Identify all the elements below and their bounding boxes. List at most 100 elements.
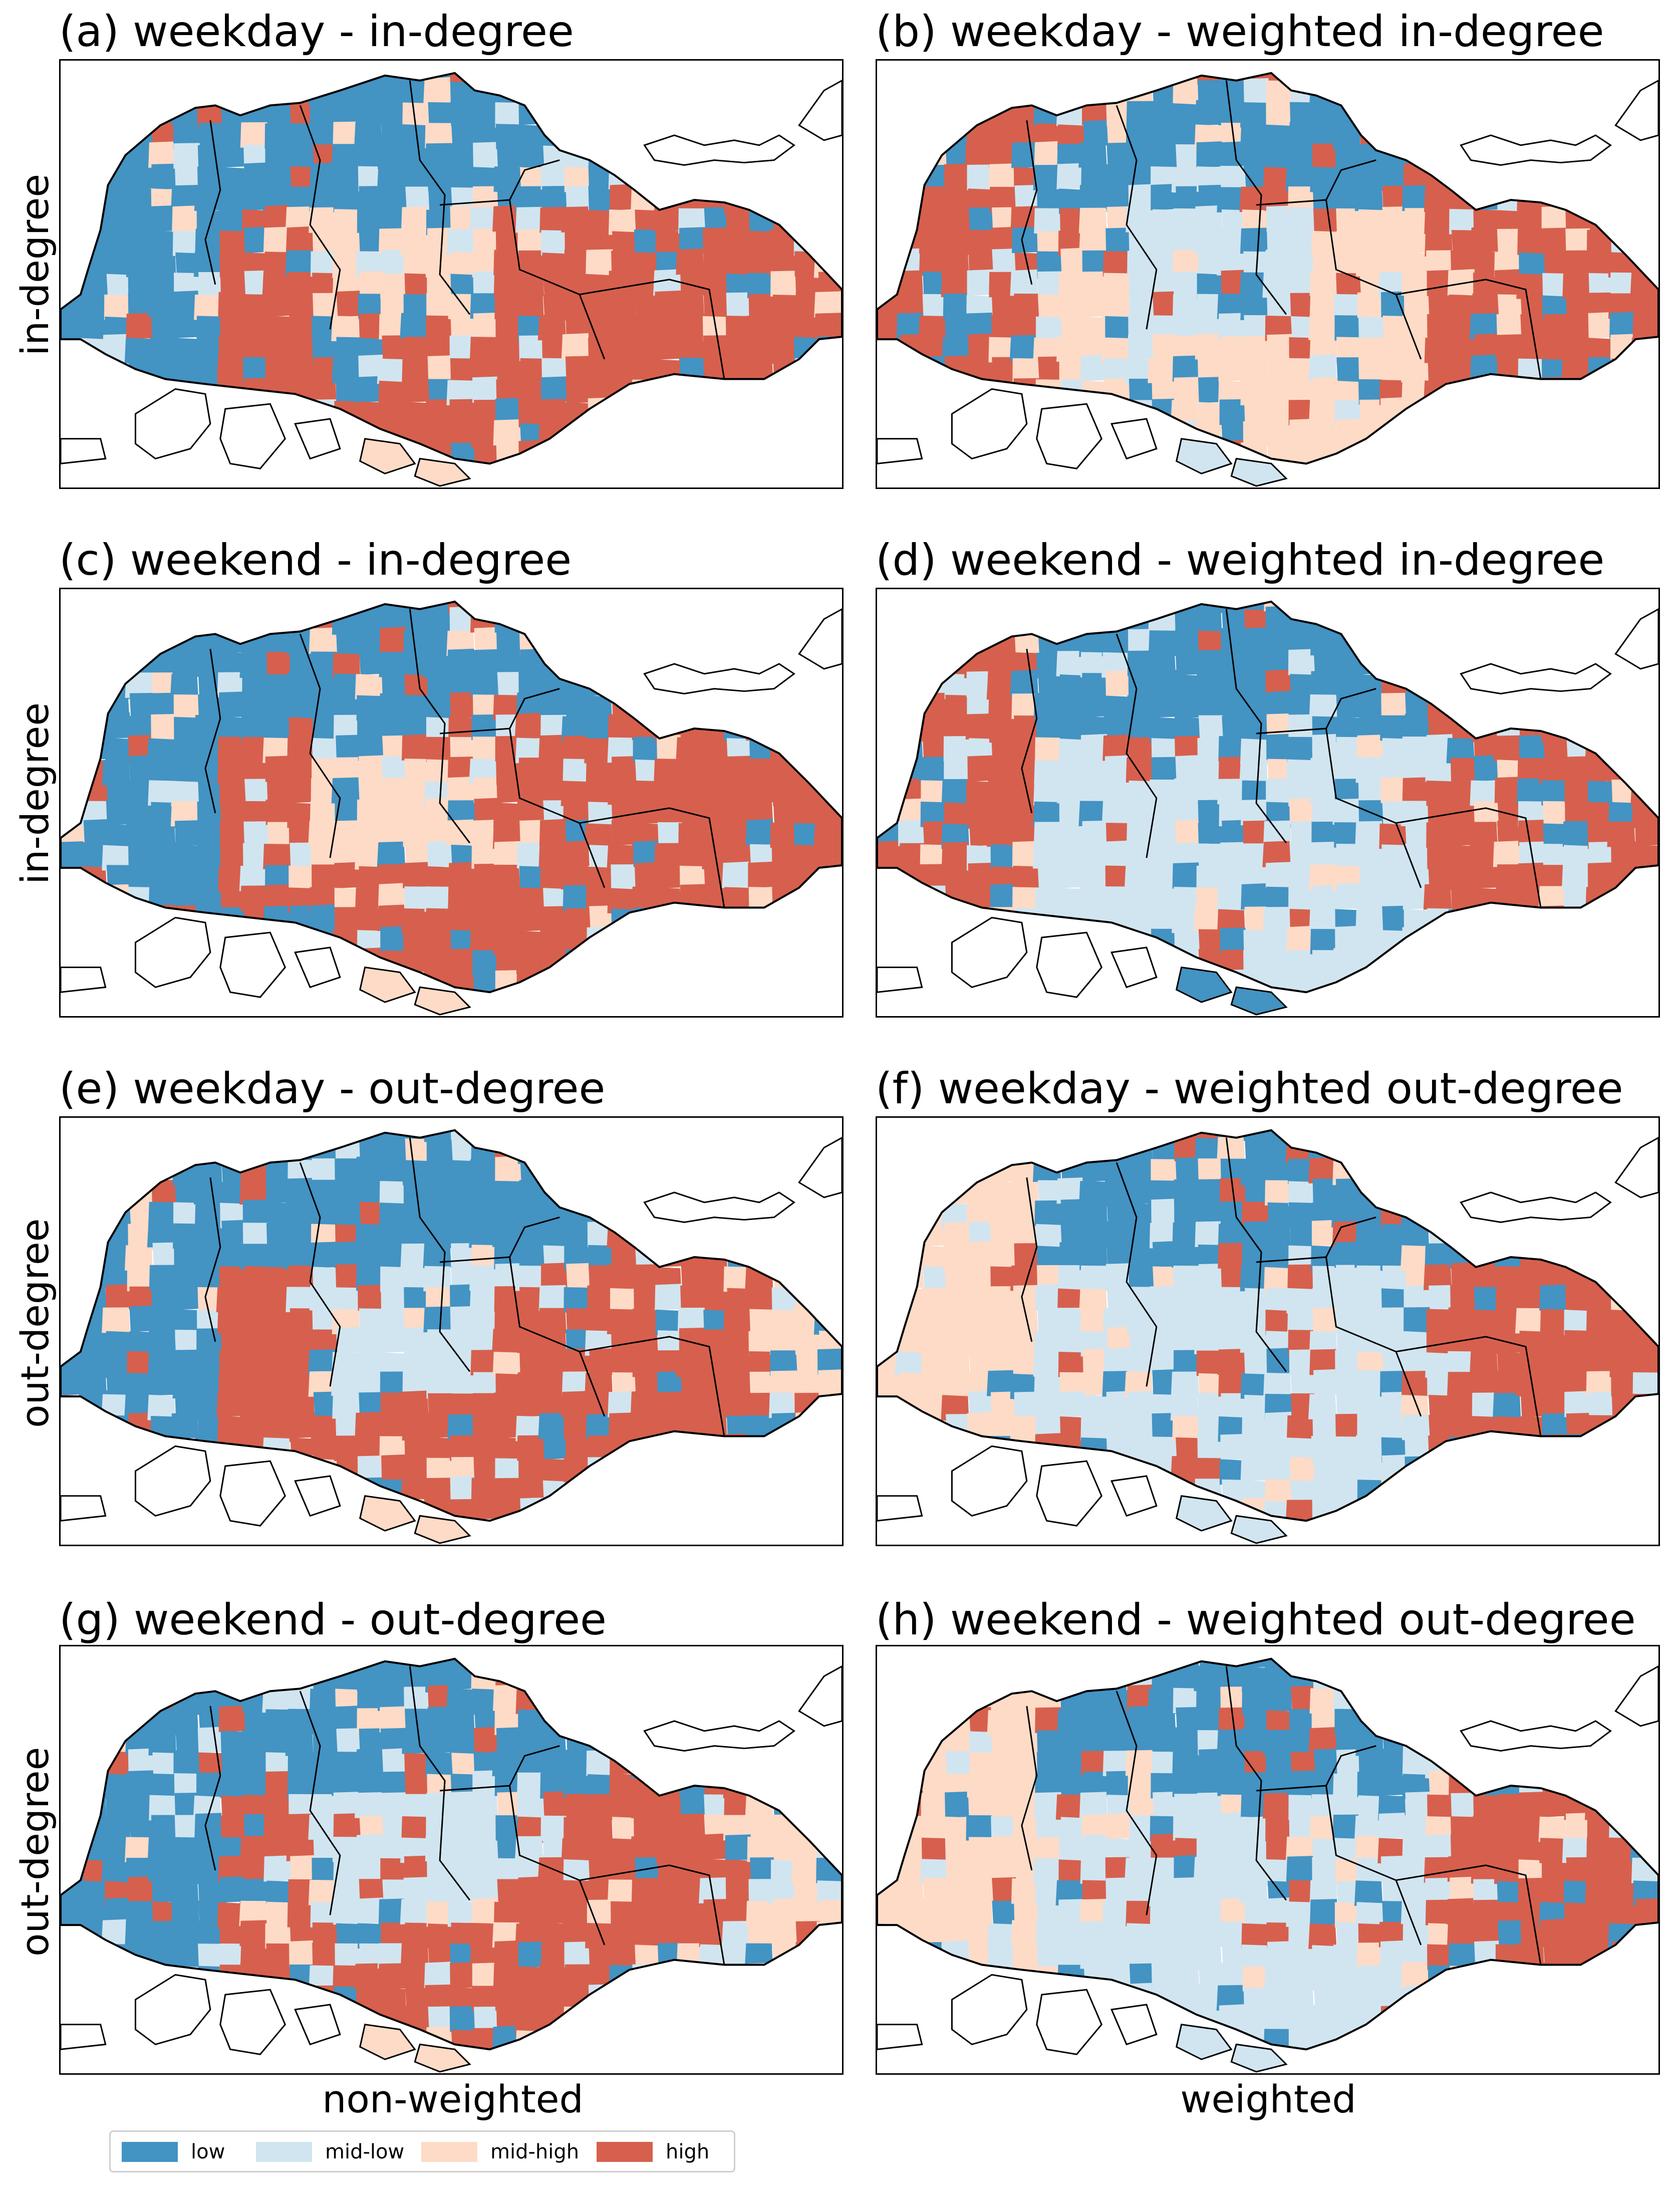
- zone-high: [1057, 1437, 1085, 1464]
- zone-mid-low: [1151, 799, 1179, 826]
- zone-high: [1565, 444, 1593, 464]
- zone-mid-high: [1497, 1157, 1525, 1183]
- zone-mid-high: [899, 99, 927, 126]
- zone-mid-low: [1217, 250, 1245, 276]
- zone-mid-high: [426, 272, 454, 298]
- zone-high: [701, 77, 729, 104]
- zone-mid-high: [792, 2047, 820, 2050]
- zone-mid-high: [426, 1901, 454, 1927]
- zone-mid-high: [1078, 207, 1107, 233]
- zone-high: [1517, 78, 1545, 104]
- zone-high: [1149, 601, 1177, 613]
- zone-high: [240, 1372, 268, 1398]
- zone-low: [450, 143, 479, 169]
- zone-high: [493, 694, 521, 721]
- zone-high: [1565, 380, 1593, 406]
- zone-high: [1472, 951, 1500, 978]
- zone-low: [127, 187, 154, 214]
- zone-high: [795, 421, 823, 447]
- zone-high: [608, 334, 636, 361]
- zone-low: [173, 994, 200, 1016]
- zone-low: [1519, 735, 1547, 761]
- zone-mid-high: [61, 183, 86, 210]
- zone-low: [679, 227, 707, 254]
- zone-mid-low: [403, 1876, 431, 1903]
- zone-high: [1587, 1245, 1615, 1271]
- zone-high: [1589, 101, 1618, 127]
- zone-mid-low: [520, 1497, 548, 1521]
- zone-high: [1517, 229, 1545, 255]
- zone-low: [106, 1794, 134, 1820]
- zone-high: [680, 1813, 708, 1840]
- zone-low: [588, 185, 616, 211]
- zone-high: [745, 715, 774, 741]
- zone-low: [197, 145, 226, 171]
- zone-high: [1196, 1350, 1224, 1376]
- zone-mid-high: [794, 1329, 822, 1355]
- zone-mid-low: [1035, 1284, 1063, 1311]
- zone-low: [61, 251, 89, 278]
- zone-mid-low: [517, 1772, 544, 1798]
- zone-mid-low: [727, 1658, 755, 1672]
- zone-mid-high: [792, 2007, 820, 2033]
- zone-mid-low: [1287, 950, 1315, 976]
- zone-mid-high: [770, 271, 798, 297]
- zone-high: [587, 209, 614, 236]
- zone-mid-high: [964, 1157, 993, 1183]
- zone-low: [1102, 601, 1131, 613]
- zone-low: [101, 251, 130, 278]
- zone-mid-high: [896, 629, 924, 655]
- zone-high: [312, 991, 339, 993]
- region-boundary: [1325, 728, 1422, 888]
- region-boundary: [579, 807, 725, 908]
- zone-low: [1033, 801, 1061, 828]
- zone-high: [1038, 356, 1066, 382]
- zone-mid-high: [541, 1688, 570, 1715]
- zone-high: [681, 948, 710, 974]
- zone-mid-high: [945, 1262, 973, 1289]
- zone-mid-high: [1174, 377, 1201, 403]
- zone-mid-high: [1309, 293, 1338, 319]
- zone-high: [986, 674, 1015, 701]
- zone-mid-low: [1173, 294, 1200, 320]
- zone-high: [679, 81, 707, 108]
- zone-mid-low: [474, 1813, 502, 1840]
- zone-mid-low: [400, 1243, 429, 1269]
- zone-high: [266, 651, 295, 678]
- zone-mid-low: [450, 1855, 478, 1882]
- zone-low: [1036, 605, 1064, 632]
- zone-high: [1102, 251, 1131, 277]
- zone-low: [174, 1283, 202, 1310]
- zone-high: [1471, 929, 1499, 956]
- zone-high: [539, 2027, 568, 2050]
- zone-high: [676, 1985, 705, 2011]
- zone-low: [216, 1137, 245, 1162]
- zone-mid-high: [1265, 1180, 1292, 1206]
- zone-low: [129, 163, 158, 189]
- zone-high: [127, 379, 155, 406]
- zone-low: [82, 167, 109, 193]
- zone-high: [313, 1519, 341, 1521]
- zone-mid-high: [263, 226, 292, 254]
- zone-high: [635, 166, 663, 192]
- zone-mid-high: [965, 1876, 993, 1903]
- zone-high: [1610, 1521, 1637, 1545]
- zone-high: [539, 1458, 568, 1485]
- map-panel-b: [876, 59, 1660, 489]
- zone-high: [518, 250, 546, 276]
- zone-low: [289, 142, 317, 169]
- zone-high: [631, 693, 659, 719]
- zone-mid-low: [101, 631, 130, 658]
- zone-high: [1561, 993, 1589, 1016]
- zone-mid-low: [895, 1667, 924, 1694]
- zone-high: [676, 1130, 705, 1144]
- zone-high: [768, 166, 797, 192]
- zone-mid-high: [446, 776, 475, 803]
- zone-mid-low: [589, 1686, 617, 1713]
- zone-low: [244, 1710, 272, 1737]
- zone-mid-low: [563, 759, 591, 785]
- offshore-island: [1230, 986, 1288, 1016]
- zone-high: [1102, 735, 1131, 761]
- zone-mid-low: [1472, 972, 1500, 993]
- zone-high: [633, 356, 661, 382]
